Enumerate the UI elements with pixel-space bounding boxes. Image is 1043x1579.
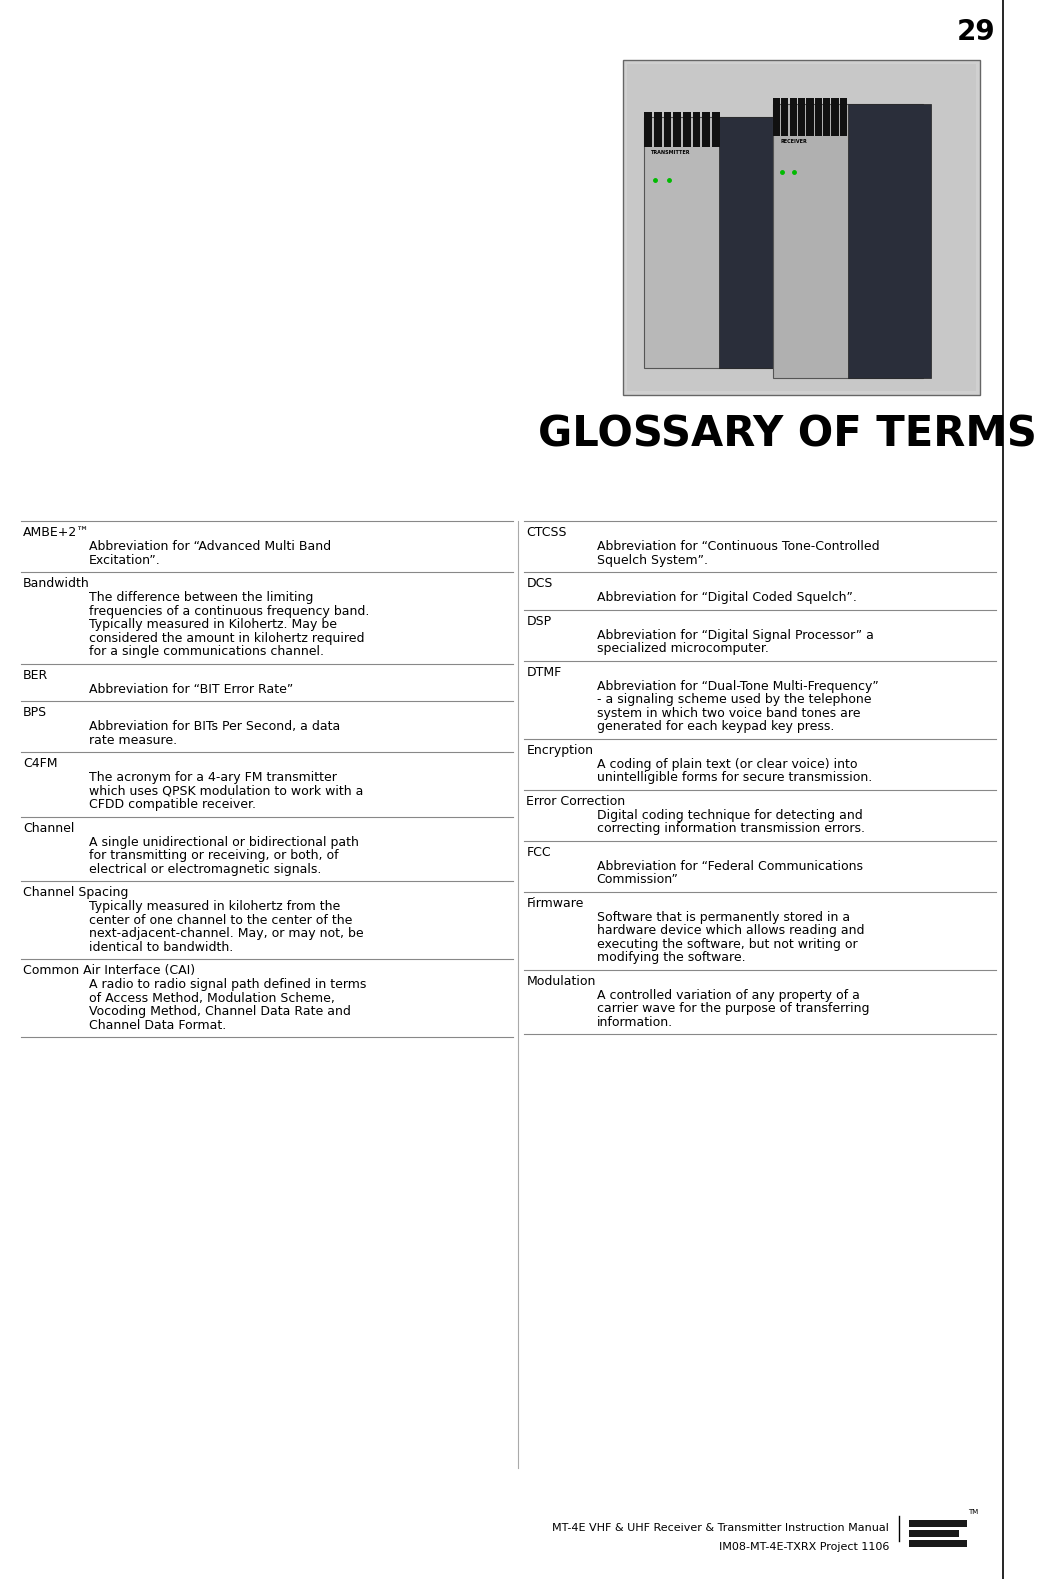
Text: Abbreviation for “BIT Error Rate”: Abbreviation for “BIT Error Rate”	[89, 682, 293, 696]
Text: Squelch System”.: Squelch System”.	[597, 554, 707, 567]
Text: correcting information transmission errors.: correcting information transmission erro…	[597, 823, 865, 835]
Bar	[909, 1530, 947, 1538]
Text: Commission”: Commission”	[597, 873, 678, 886]
Bar	[909, 1521, 939, 1527]
Text: Software that is permanently stored in a: Software that is permanently stored in a	[597, 911, 850, 924]
FancyBboxPatch shape	[781, 98, 789, 136]
Text: Vocoding Method, Channel Data Rate and: Vocoding Method, Channel Data Rate and	[89, 1006, 350, 1018]
Text: Typically measured in Kilohertz. May be: Typically measured in Kilohertz. May be	[89, 617, 337, 632]
Text: BPS: BPS	[23, 706, 47, 718]
Text: for transmitting or receiving, or both, of: for transmitting or receiving, or both, …	[89, 850, 338, 862]
Text: 29: 29	[956, 17, 995, 46]
FancyBboxPatch shape	[673, 112, 681, 147]
Text: electrical or electromagnetic signals.: electrical or electromagnetic signals.	[89, 862, 321, 876]
Text: Excitation”.: Excitation”.	[89, 554, 161, 567]
Text: A single unidirectional or bidirectional path: A single unidirectional or bidirectional…	[89, 835, 359, 848]
Text: of Access Method, Modulation Scheme,: of Access Method, Modulation Scheme,	[89, 992, 335, 1004]
FancyBboxPatch shape	[815, 98, 822, 136]
Text: for a single communications channel.: for a single communications channel.	[89, 646, 323, 658]
Text: Common Air Interface (CAI): Common Air Interface (CAI)	[23, 965, 195, 977]
Text: DSP: DSP	[527, 614, 552, 627]
Text: executing the software, but not writing or: executing the software, but not writing …	[597, 938, 857, 951]
Text: Abbreviation for “Federal Communications: Abbreviation for “Federal Communications	[597, 859, 863, 873]
Text: The difference between the limiting: The difference between the limiting	[89, 591, 313, 605]
Text: considered the amount in kilohertz required: considered the amount in kilohertz requi…	[89, 632, 364, 644]
Text: system in which two voice band tones are: system in which two voice band tones are	[597, 706, 860, 720]
Text: BER: BER	[23, 668, 48, 682]
Text: next-adjacent-channel. May, or may not, be: next-adjacent-channel. May, or may not, …	[89, 927, 363, 940]
Text: MT-4E VHF & UHF Receiver & Transmitter Instruction Manual: MT-4E VHF & UHF Receiver & Transmitter I…	[552, 1524, 889, 1533]
Text: DCS: DCS	[527, 576, 553, 591]
Text: Abbreviation for “Dual-Tone Multi-Frequency”: Abbreviation for “Dual-Tone Multi-Freque…	[597, 679, 878, 693]
FancyBboxPatch shape	[848, 104, 930, 377]
FancyBboxPatch shape	[806, 98, 814, 136]
Text: The acronym for a 4-ary FM transmitter: The acronym for a 4-ary FM transmitter	[89, 771, 337, 785]
Text: Digital coding technique for detecting and: Digital coding technique for detecting a…	[597, 808, 863, 821]
Text: Firmware: Firmware	[527, 897, 584, 910]
Text: TRANSMITTER: TRANSMITTER	[651, 150, 690, 155]
Text: A radio to radio signal path defined in terms: A radio to radio signal path defined in …	[89, 977, 366, 992]
FancyBboxPatch shape	[623, 60, 980, 395]
Text: Channel Data Format.: Channel Data Format.	[89, 1018, 226, 1031]
Text: Channel Spacing: Channel Spacing	[23, 886, 128, 898]
FancyBboxPatch shape	[790, 98, 797, 136]
FancyBboxPatch shape	[712, 112, 720, 147]
FancyBboxPatch shape	[831, 98, 839, 136]
FancyBboxPatch shape	[773, 98, 780, 136]
Text: Abbreviation for “Advanced Multi Band: Abbreviation for “Advanced Multi Band	[89, 540, 331, 553]
FancyBboxPatch shape	[683, 112, 690, 147]
Text: Abbreviation for “Continuous Tone-Controlled: Abbreviation for “Continuous Tone-Contro…	[597, 540, 879, 553]
Text: Channel: Channel	[23, 821, 74, 835]
FancyBboxPatch shape	[663, 112, 672, 147]
Bar	[909, 1541, 939, 1547]
Text: generated for each keypad key press.: generated for each keypad key press.	[597, 720, 834, 733]
FancyBboxPatch shape	[823, 98, 830, 136]
Text: specialized microcomputer.: specialized microcomputer.	[597, 643, 769, 655]
Text: Abbreviation for “Digital Coded Squelch”.: Abbreviation for “Digital Coded Squelch”…	[597, 591, 856, 605]
Text: information.: information.	[597, 1015, 673, 1028]
Text: Typically measured in kilohertz from the: Typically measured in kilohertz from the	[89, 900, 340, 913]
Text: unintelligible forms for secure transmission.: unintelligible forms for secure transmis…	[597, 771, 872, 785]
Text: A controlled variation of any property of a: A controlled variation of any property o…	[597, 988, 859, 1001]
Text: - a signaling scheme used by the telephone: - a signaling scheme used by the telepho…	[597, 693, 871, 706]
Text: AMBE+2™: AMBE+2™	[23, 526, 90, 538]
Text: modifying the software.: modifying the software.	[597, 951, 745, 965]
Bar	[939, 1521, 967, 1527]
FancyBboxPatch shape	[773, 104, 923, 377]
Text: TM: TM	[968, 1510, 978, 1516]
Bar	[939, 1541, 967, 1547]
FancyBboxPatch shape	[654, 112, 661, 147]
Text: GLOSSARY OF TERMS: GLOSSARY OF TERMS	[538, 414, 1037, 456]
Text: center of one channel to the center of the: center of one channel to the center of t…	[89, 914, 353, 927]
Text: IM08-MT-4E-TXRX Project 1106: IM08-MT-4E-TXRX Project 1106	[719, 1541, 889, 1552]
Text: which uses QPSK modulation to work with a: which uses QPSK modulation to work with …	[89, 785, 363, 797]
Text: RECEIVER: RECEIVER	[780, 139, 807, 144]
FancyBboxPatch shape	[840, 98, 847, 136]
Text: Abbreviation for “Digital Signal Processor” a: Abbreviation for “Digital Signal Process…	[597, 628, 873, 641]
Text: CTCSS: CTCSS	[527, 526, 567, 538]
FancyBboxPatch shape	[645, 117, 780, 368]
Text: Modulation: Modulation	[527, 974, 596, 987]
Text: Bandwidth: Bandwidth	[23, 576, 90, 591]
Text: Abbreviation for BITs Per Second, a data: Abbreviation for BITs Per Second, a data	[89, 720, 340, 733]
Text: hardware device which allows reading and: hardware device which allows reading and	[597, 924, 864, 936]
Text: C4FM: C4FM	[23, 756, 57, 771]
FancyBboxPatch shape	[693, 112, 700, 147]
FancyBboxPatch shape	[645, 112, 652, 147]
Text: frequencies of a continuous frequency band.: frequencies of a continuous frequency ba…	[89, 605, 369, 617]
Text: rate measure.: rate measure.	[89, 734, 176, 747]
Text: CFDD compatible receiver.: CFDD compatible receiver.	[89, 797, 256, 812]
Text: identical to bandwidth.: identical to bandwidth.	[89, 941, 233, 954]
FancyBboxPatch shape	[798, 98, 805, 136]
Text: FCC: FCC	[527, 846, 551, 859]
Text: A coding of plain text (or clear voice) into: A coding of plain text (or clear voice) …	[597, 758, 857, 771]
Text: Error Correction: Error Correction	[527, 794, 626, 807]
Text: DTMF: DTMF	[527, 666, 561, 679]
FancyBboxPatch shape	[719, 117, 786, 368]
Text: carrier wave for the purpose of transferring: carrier wave for the purpose of transfer…	[597, 1003, 869, 1015]
FancyBboxPatch shape	[702, 112, 710, 147]
Text: Encryption: Encryption	[527, 744, 593, 756]
Bar	[939, 1530, 960, 1538]
FancyBboxPatch shape	[627, 65, 976, 390]
